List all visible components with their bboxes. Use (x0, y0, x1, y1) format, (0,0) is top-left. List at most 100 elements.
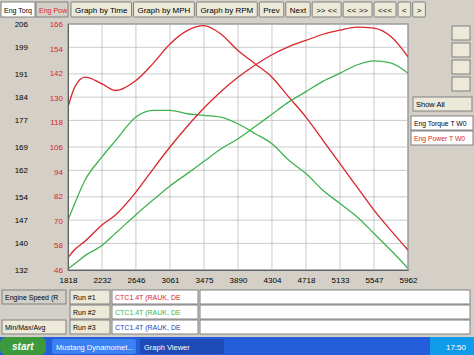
toolbar-button[interactable]: Next (286, 2, 310, 17)
y2-tick: 166 (50, 20, 68, 29)
toolbar-button[interactable]: <<< (374, 2, 396, 17)
channel-entry-text[interactable]: Eng Torque T W0 (414, 120, 467, 128)
run-button-text[interactable]: Run #3 (73, 324, 96, 331)
toolbar-button-label[interactable]: < (402, 6, 407, 15)
window-background (0, 0, 474, 355)
side-button[interactable] (452, 43, 470, 57)
series-line (68, 61, 408, 269)
x-axis-line (69, 270, 409, 271)
run-button[interactable]: Run #3 (70, 320, 110, 334)
toolbar-button-label[interactable]: Next (290, 6, 307, 15)
start-button-box[interactable] (0, 337, 46, 355)
toolbar-button[interactable]: Graph by MPH (133, 2, 194, 17)
y2-tick-label: 106 (50, 143, 64, 152)
toolbar-button[interactable]: > (413, 2, 426, 17)
y-tick-label: 154 (15, 193, 29, 202)
run-button-box[interactable] (70, 320, 110, 334)
toolbar-button-box[interactable] (196, 2, 257, 17)
show-all-button-box[interactable] (413, 97, 472, 111)
summary-button[interactable]: Min/Max/Avg (2, 320, 66, 334)
channel-entry-box[interactable] (411, 131, 473, 145)
grid (68, 24, 408, 270)
run-button-text[interactable]: Run #1 (73, 294, 96, 301)
y-axis-title: Eng Torq (1, 2, 35, 17)
y2-tick-label: 58 (54, 241, 63, 250)
toolbar-button-label[interactable]: >> << (316, 6, 337, 15)
toolbar-button-box[interactable] (312, 2, 341, 17)
run-file: CTC1.4T (RAUK, DE (112, 290, 198, 304)
series-line (68, 110, 408, 268)
toolbar-button-box[interactable] (71, 2, 131, 17)
show-all-button[interactable]: Show All (413, 97, 472, 111)
y-tick: 132 (15, 266, 68, 275)
channel-entry[interactable]: Eng Torque T W0 (411, 116, 473, 130)
side-button[interactable] (452, 60, 470, 74)
run-button-box[interactable] (70, 290, 110, 304)
x-tick: 4718 (298, 270, 316, 285)
task-button[interactable]: Graph Viewer (140, 339, 224, 354)
toolbar-button[interactable]: Graph by Time (71, 2, 131, 17)
channel-entry-text[interactable]: Eng Power T W0 (414, 135, 465, 143)
plot-area (68, 24, 408, 270)
x-tick-label: 3890 (230, 276, 248, 285)
lines (68, 26, 408, 269)
y2-tick: 130 (50, 94, 68, 103)
task-label[interactable]: Mustang Dynamomet... (56, 343, 134, 352)
show-all-button-text[interactable]: Show All (416, 100, 445, 109)
toolbar-button-box[interactable] (259, 2, 283, 17)
summary-button-text[interactable]: Min/Max/Avg (5, 324, 45, 332)
task-button-box[interactable] (140, 339, 224, 354)
y2-tick: 58 (54, 241, 68, 250)
side-button[interactable] (452, 26, 470, 40)
x-tick-label: 2646 (128, 276, 146, 285)
toolbar-button-label[interactable]: <<< (378, 6, 392, 15)
x-tick: 5133 (332, 270, 350, 285)
toolbar-button-label[interactable]: Graph by MPH (137, 6, 190, 15)
y-tick-label: 147 (15, 216, 29, 225)
toolbar-button-label[interactable]: Graph by Time (75, 6, 128, 15)
x-tick: 3061 (162, 270, 180, 285)
toolbar-button-box[interactable] (343, 2, 372, 17)
toolbar-button-box[interactable] (374, 2, 396, 17)
clock: 17:50 (446, 343, 467, 352)
x-axis-title-box (2, 290, 66, 304)
y2-axis-line (68, 25, 69, 271)
y2-tick: 82 (54, 192, 68, 201)
toolbar-button-box[interactable] (133, 2, 194, 17)
start-button[interactable]: start (0, 337, 46, 355)
toolbar-button-box[interactable] (398, 2, 411, 17)
run-file: CTC1.4T (RAUK, DE (112, 320, 198, 334)
toolbar-button[interactable]: Graph by RPM (196, 2, 257, 17)
side-panel: Show All Eng Torque T W0 Eng Power T W0 (411, 26, 473, 145)
toolbar-button-label[interactable]: Graph by RPM (200, 6, 253, 15)
toolbar-button-label[interactable]: > (417, 6, 422, 15)
start-label[interactable]: start (12, 341, 34, 352)
task-label[interactable]: Graph Viewer (144, 343, 190, 352)
y2-tick-label: 94 (54, 168, 63, 177)
toolbar-button-box[interactable] (286, 2, 310, 17)
run-button[interactable]: Run #1 (70, 290, 110, 304)
task-button[interactable]: Mustang Dynamomet... (52, 339, 136, 354)
toolbar-button-label[interactable]: << >> (347, 6, 368, 15)
run-button[interactable]: Run #2 (70, 305, 110, 319)
x-tick: 4304 (264, 270, 282, 285)
toolbar-button[interactable]: < (398, 2, 411, 17)
run-button-box[interactable] (70, 305, 110, 319)
channel-entry-box[interactable] (411, 116, 473, 130)
toolbar-button[interactable]: >> << (312, 2, 341, 17)
toolbar-button-box[interactable] (413, 2, 426, 17)
run-button-text[interactable]: Run #2 (73, 309, 96, 316)
channel-entry[interactable]: Eng Power T W0 (411, 131, 473, 145)
task-button-box[interactable] (52, 339, 136, 354)
y-axis-title-box (1, 2, 35, 17)
toolbar-button[interactable]: Prev (259, 2, 283, 17)
x-tick-label: 5547 (366, 276, 384, 285)
toolbar-button[interactable]: << >> (343, 2, 372, 17)
summary-button-box[interactable] (2, 320, 66, 334)
x-tick: 2646 (128, 270, 146, 285)
y-tick-label: 177 (15, 116, 29, 125)
y-tick: 169 (15, 143, 68, 152)
run-panel: Engine Speed (RMin/Max/AvgRun #1CTC1.4T … (2, 290, 470, 334)
side-button[interactable] (452, 77, 470, 91)
toolbar-button-label[interactable]: Prev (263, 6, 279, 15)
